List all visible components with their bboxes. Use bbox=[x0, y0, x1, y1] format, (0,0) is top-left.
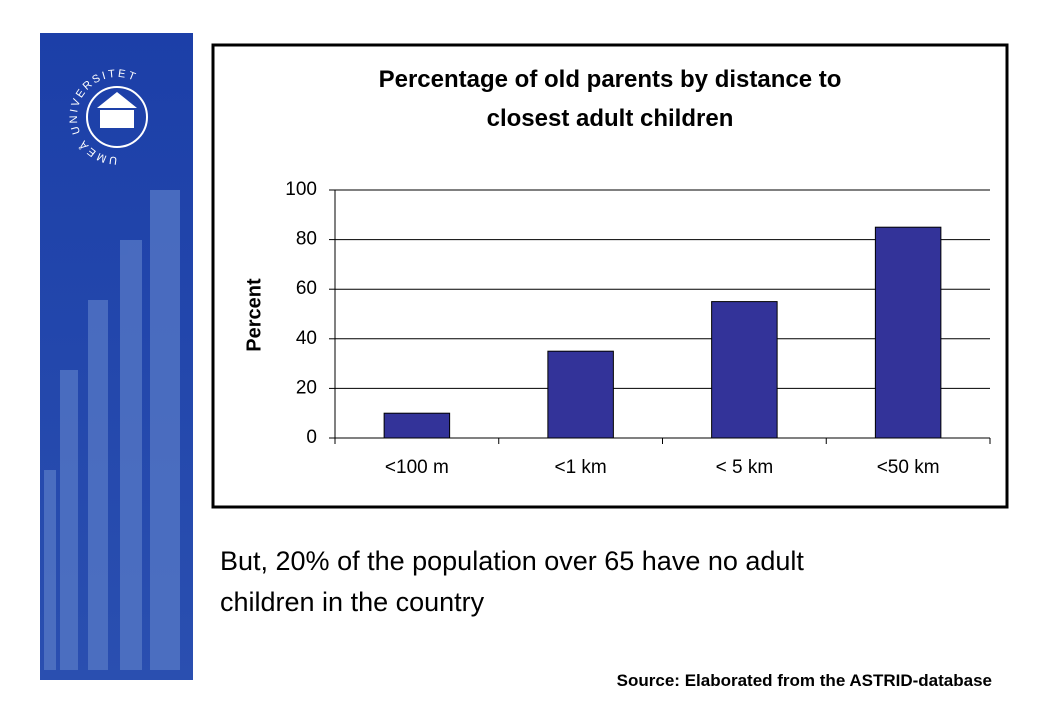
x-tick-label: <50 km bbox=[877, 457, 940, 478]
y-tick-label: 100 bbox=[285, 179, 317, 200]
x-tick-label: <100 m bbox=[385, 457, 449, 478]
y-tick-label: 40 bbox=[296, 328, 317, 349]
bar bbox=[547, 350, 614, 439]
logo-building bbox=[97, 92, 137, 128]
bar bbox=[383, 412, 451, 439]
bar bbox=[711, 301, 778, 439]
y-tick-label: 80 bbox=[296, 229, 317, 250]
y-tick-label: 60 bbox=[296, 278, 317, 299]
y-tick-label: 20 bbox=[296, 377, 317, 398]
y-axis-label: Percent bbox=[243, 278, 265, 352]
bar bbox=[874, 226, 942, 439]
sidebar-pattern bbox=[44, 190, 180, 670]
source: Source: Elaborated from the ASTRID-datab… bbox=[616, 671, 992, 690]
plot: 0 20 40 60 80 100 <100 m <1 km < 5 km <50 km bbox=[285, 179, 991, 478]
x-tick-label: <1 km bbox=[554, 457, 606, 478]
logo-ring bbox=[86, 86, 148, 148]
caption: But, 20% of the population over 65 have … bbox=[220, 546, 804, 617]
y-tick-label: 0 bbox=[306, 427, 317, 448]
chart-title: Percentage of old parents by distance to… bbox=[378, 66, 842, 132]
x-tick-label: < 5 km bbox=[716, 457, 774, 478]
